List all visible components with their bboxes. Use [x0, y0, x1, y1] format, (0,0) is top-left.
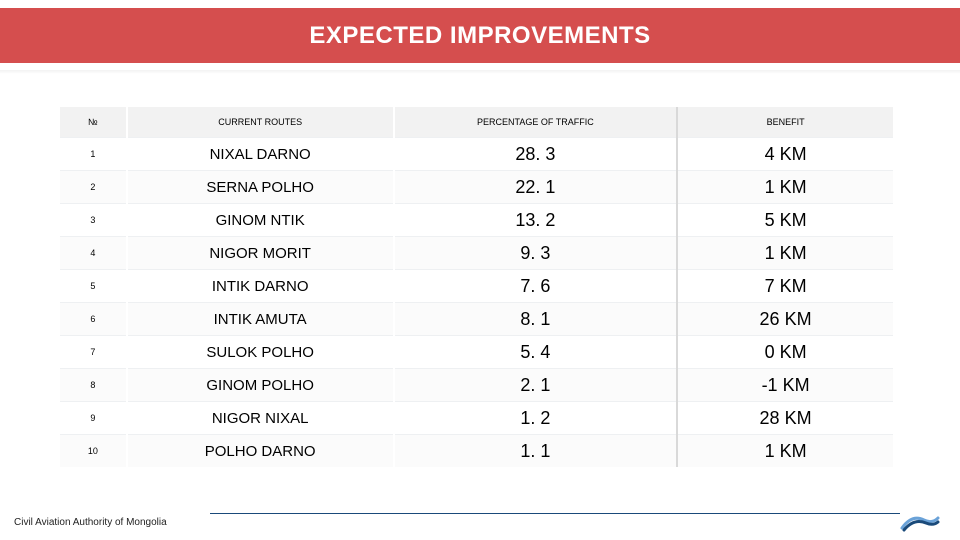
cell-benefit: 0 KM — [677, 336, 894, 369]
col-header-routes: CURRENT ROUTES — [127, 107, 394, 138]
cell-index: 7 — [60, 336, 127, 369]
col-header-traffic: PERCENTAGE OF TRAFFIC — [394, 107, 678, 138]
table-row: 4NIGOR MORIT9. 31 KM — [60, 237, 894, 270]
table-row: 2SERNA POLHO22. 11 KM — [60, 171, 894, 204]
table-row: 3GINOM NTIK13. 25 KM — [60, 204, 894, 237]
cell-index: 6 — [60, 303, 127, 336]
cell-index: 2 — [60, 171, 127, 204]
table-row: 10POLHO DARNO1. 11 KM — [60, 435, 894, 468]
cell-benefit: 26 KM — [677, 303, 894, 336]
cell-route: NIXAL DARNO — [127, 138, 394, 171]
cell-traffic: 1. 2 — [394, 402, 678, 435]
cell-benefit: -1 KM — [677, 369, 894, 402]
cell-route: SERNA POLHO — [127, 171, 394, 204]
cell-benefit: 4 KM — [677, 138, 894, 171]
cell-index: 5 — [60, 270, 127, 303]
cell-index: 9 — [60, 402, 127, 435]
footer-org: Civil Aviation Authority of Mongolia — [14, 517, 167, 528]
cell-traffic: 1. 1 — [394, 435, 678, 468]
table-row: 9NIGOR NIXAL1. 228 KM — [60, 402, 894, 435]
header-underline — [0, 70, 960, 74]
table-row: 5INTIK DARNO7. 67 KM — [60, 270, 894, 303]
table-row: 6INTIK AMUTA8. 126 KM — [60, 303, 894, 336]
cell-traffic: 5. 4 — [394, 336, 678, 369]
footer-rule — [210, 513, 900, 514]
table-header-row: № CURRENT ROUTES PERCENTAGE OF TRAFFIC B… — [60, 107, 894, 138]
cell-traffic: 8. 1 — [394, 303, 678, 336]
cell-traffic: 28. 3 — [394, 138, 678, 171]
cell-benefit: 28 KM — [677, 402, 894, 435]
cell-route: GINOM POLHO — [127, 369, 394, 402]
cell-benefit: 1 KM — [677, 171, 894, 204]
cell-route: SULOK POLHO — [127, 336, 394, 369]
cell-benefit: 1 KM — [677, 435, 894, 468]
cell-route: NIGOR NIXAL — [127, 402, 394, 435]
cell-benefit: 5 KM — [677, 204, 894, 237]
cell-traffic: 7. 6 — [394, 270, 678, 303]
cell-route: POLHO DARNO — [127, 435, 394, 468]
table-row: 8GINOM POLHO2. 1-1 KM — [60, 369, 894, 402]
col-header-benefit: BENEFIT — [677, 107, 894, 138]
cell-index: 4 — [60, 237, 127, 270]
cell-route: INTIK DARNO — [127, 270, 394, 303]
cell-traffic: 13. 2 — [394, 204, 678, 237]
table-row: 1NIXAL DARNO28. 34 KM — [60, 138, 894, 171]
page-title: EXPECTED IMPROVEMENTS — [0, 8, 960, 63]
cell-index: 10 — [60, 435, 127, 468]
cell-route: GINOM NTIK — [127, 204, 394, 237]
cell-route: INTIK AMUTA — [127, 303, 394, 336]
cell-benefit: 1 KM — [677, 237, 894, 270]
cell-traffic: 22. 1 — [394, 171, 678, 204]
cell-route: NIGOR MORIT — [127, 237, 394, 270]
cell-index: 1 — [60, 138, 127, 171]
col-header-index: № — [60, 107, 127, 138]
cell-index: 3 — [60, 204, 127, 237]
org-logo-icon — [900, 510, 940, 532]
improvements-table-container: № CURRENT ROUTES PERCENTAGE OF TRAFFIC B… — [60, 107, 895, 467]
cell-benefit: 7 KM — [677, 270, 894, 303]
improvements-table: № CURRENT ROUTES PERCENTAGE OF TRAFFIC B… — [60, 107, 895, 467]
cell-traffic: 9. 3 — [394, 237, 678, 270]
table-row: 7SULOK POLHO5. 40 KM — [60, 336, 894, 369]
cell-traffic: 2. 1 — [394, 369, 678, 402]
cell-index: 8 — [60, 369, 127, 402]
